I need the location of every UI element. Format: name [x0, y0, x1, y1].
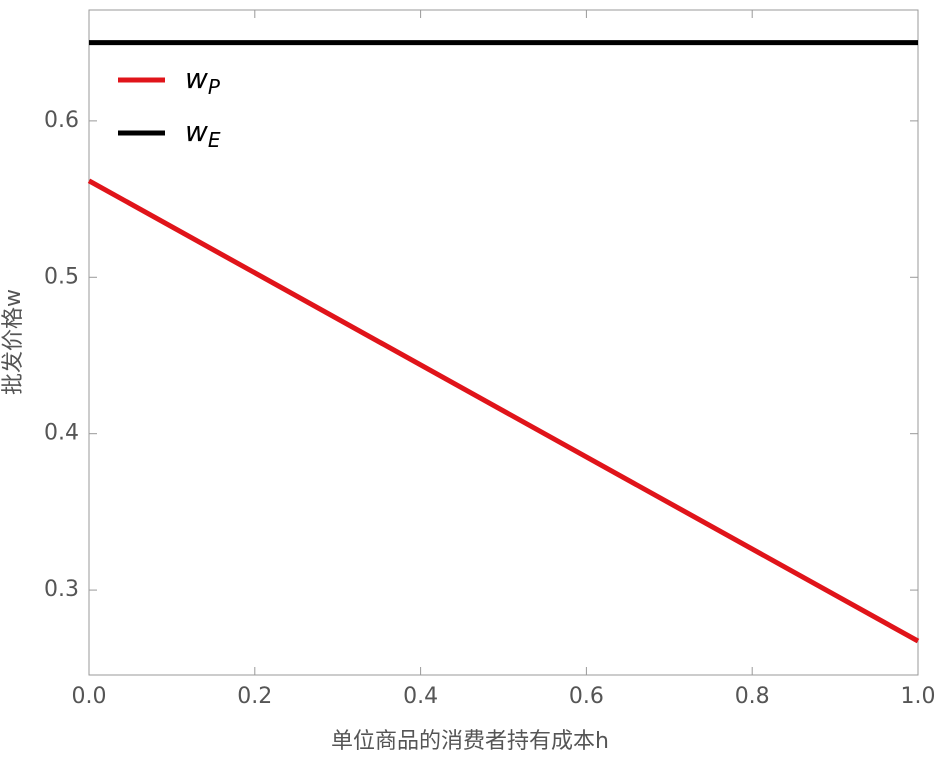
x-tick-label: 0.6 — [569, 684, 604, 709]
plot-frame — [88, 9, 919, 676]
legend-main: w — [185, 62, 208, 95]
legend-label: wE — [185, 115, 221, 152]
x-tick-label: 0.2 — [237, 684, 272, 709]
x-axis-label: 单位商品的消费者持有成本h — [331, 729, 609, 754]
y-tick-label: 0.4 — [44, 421, 79, 446]
legend-sub: P — [208, 75, 221, 99]
legend-sub: E — [208, 128, 221, 152]
x-tick-label: 0.8 — [735, 684, 770, 709]
legend-main: w — [185, 115, 208, 148]
y-tick-label: 0.6 — [44, 108, 79, 133]
x-tick-label: 0.4 — [403, 684, 438, 709]
x-tick-label: 1.0 — [901, 684, 936, 709]
legend-label: wP — [185, 62, 221, 99]
data-line — [87, 178, 920, 644]
y-axis-label: 批发价格w — [1, 289, 26, 395]
y-tick-label: 0.3 — [44, 577, 79, 602]
x-tick-label: 0.0 — [72, 684, 107, 709]
y-tick-label: 0.5 — [44, 264, 79, 289]
